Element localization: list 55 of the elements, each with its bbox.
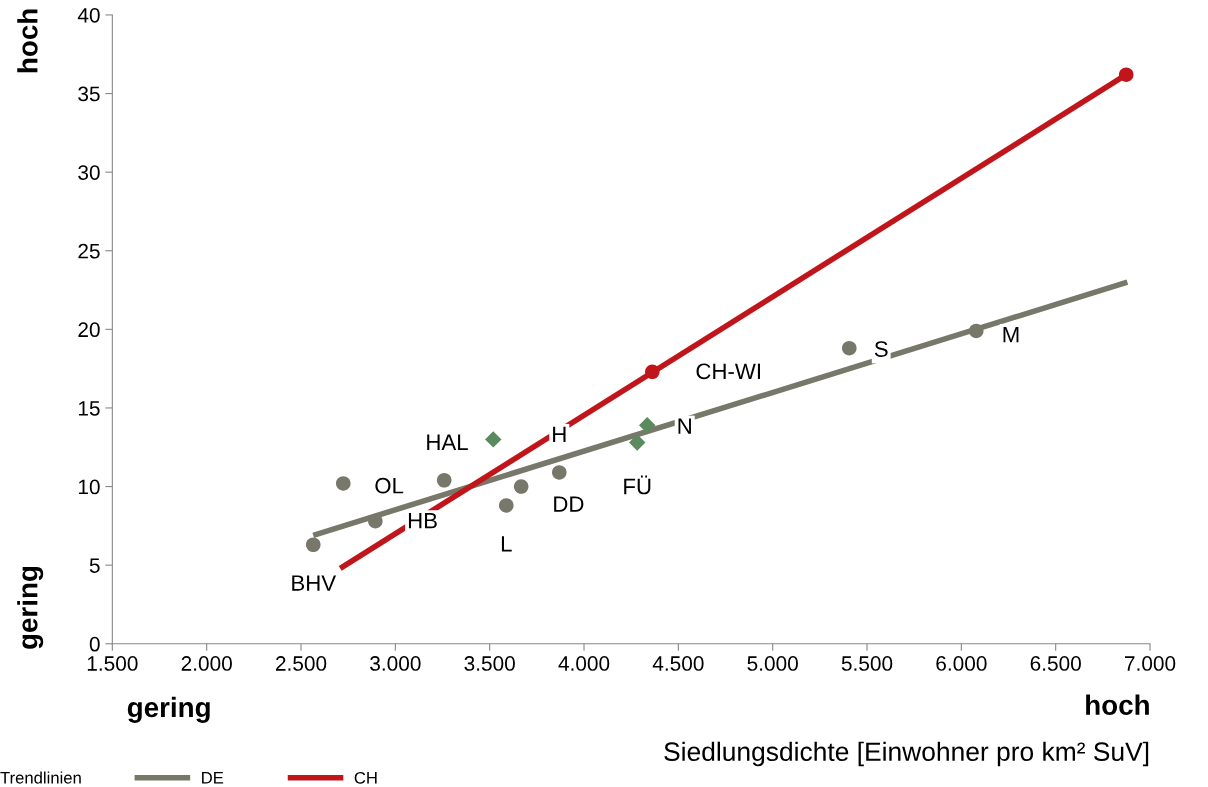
annotation: CH-WI [696, 363, 760, 380]
point [968, 323, 984, 339]
y-tick-label: 10 [78, 479, 100, 495]
point [436, 472, 452, 488]
legend-label: DE [202, 772, 224, 784]
text: gering [17, 566, 44, 649]
y-tick-label: 40 [77, 7, 100, 23]
y-tick-label: 20 [78, 322, 100, 338]
text: hoch [1086, 694, 1149, 715]
y-tick-label: 25 [78, 243, 100, 259]
annotation: S [874, 341, 888, 357]
point [499, 498, 514, 513]
text: hoch [17, 9, 38, 73]
y-tick-label: 0 [89, 636, 100, 652]
y-tick-label: 5 [89, 558, 100, 573]
annotation: BHV [292, 575, 337, 591]
point [842, 340, 857, 356]
x-tick-label: 6.000 [936, 656, 987, 671]
point [1118, 67, 1134, 82]
x-tick-label: 5.500 [841, 656, 893, 671]
x-axis-title: Siedlungsdichte [Einwohner pro km² SuV] [664, 741, 1149, 767]
x-tick-label: 2.000 [181, 656, 232, 671]
text: gering [127, 696, 210, 723]
x-tick-label: 3.500 [464, 656, 515, 671]
x-tick-label: 6.500 [1030, 656, 1081, 671]
point [639, 417, 656, 434]
point [368, 513, 383, 529]
annotation: HAL [427, 434, 468, 450]
x-tick-label: 4.500 [652, 656, 704, 671]
x-tick-label: 1.500 [87, 656, 138, 671]
x-tick-label: 4.000 [558, 656, 610, 671]
y-tick-label: 30 [78, 165, 100, 180]
y-tick-label: 35 [78, 86, 100, 102]
x-tick-label: 2.500 [276, 656, 327, 671]
x-tick-label: 3.000 [370, 656, 421, 671]
annotation: L [501, 536, 512, 552]
annotation: M [1003, 326, 1019, 343]
x-tick-label: 7.000 [1125, 656, 1176, 671]
point [513, 479, 529, 494]
legend-label: CH [354, 771, 377, 784]
point [552, 465, 567, 480]
annotation: OL [375, 477, 404, 494]
x-tick-label: 5.000 [747, 656, 798, 671]
point [335, 476, 351, 491]
point [305, 537, 321, 553]
legend-title: Trendlinien [0, 771, 81, 784]
annotation: HB [408, 512, 437, 529]
point [485, 431, 502, 448]
annotation: H [553, 426, 566, 443]
point [629, 434, 646, 451]
annotation: FÜ [624, 475, 651, 495]
y-tick-label: 15 [78, 401, 100, 416]
point [645, 364, 660, 380]
annotation: N [678, 418, 691, 434]
annotation: DD [554, 496, 584, 512]
